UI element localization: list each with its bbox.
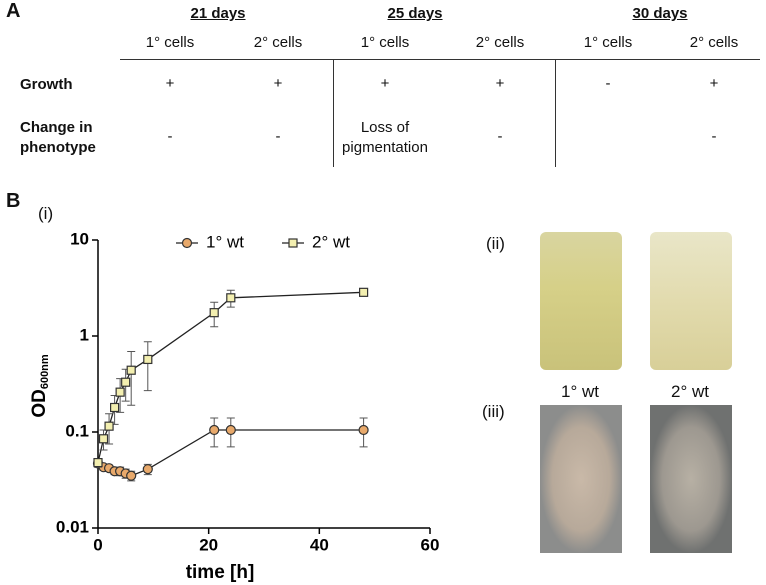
sub-panel-label: (iii) (482, 402, 505, 421)
row-label: Growth (20, 76, 73, 93)
data-point (98, 434, 109, 444)
sub-panel-label: (i) (38, 204, 54, 223)
cell: - (275, 128, 281, 145)
photo-label: 1° wt (561, 382, 599, 401)
data-point (225, 424, 236, 436)
data-point (115, 387, 125, 397)
legend-label: 2° wt (312, 232, 350, 251)
y-tick-label: 0.01 (56, 517, 89, 536)
cell: + (495, 75, 505, 92)
data-point (126, 365, 136, 375)
legend-marker (181, 237, 193, 249)
cell: Loss of pigmentation (342, 119, 428, 156)
x-tick-label: 20 (199, 535, 218, 554)
data-point (226, 293, 236, 303)
error-bar (143, 341, 152, 392)
data-point (93, 458, 103, 468)
cell: + (273, 75, 283, 92)
x-tick-label: 60 (421, 535, 440, 554)
legend-label: 1° wt (206, 232, 244, 251)
error-bar (127, 350, 136, 406)
data-point (142, 464, 153, 475)
y-axis-label: OD600nm (29, 354, 51, 418)
cell: + (380, 75, 390, 92)
column-header: 2° cells (475, 34, 525, 51)
photo-plate (540, 405, 622, 553)
y-tick-label: 10 (70, 229, 89, 248)
data-point (109, 402, 120, 413)
photo-tube (540, 232, 622, 370)
data-point (104, 421, 114, 431)
column-header: 1° cells (360, 34, 410, 51)
divider (555, 59, 556, 167)
column-header: 1° cells (583, 34, 633, 51)
cell: + (165, 75, 175, 92)
y-axis-label-sub: 600nm (39, 354, 51, 389)
data-point (359, 287, 369, 297)
cell: - (605, 75, 611, 92)
x-axis-label: time [h] (186, 562, 255, 583)
row-label: Change in phenotype (20, 119, 96, 156)
cell: - (711, 128, 717, 145)
data-point (126, 470, 137, 481)
group-header: 25 days (387, 5, 443, 22)
data-point (143, 354, 153, 365)
data-point (209, 424, 220, 436)
divider (333, 59, 334, 167)
column-header: 1° cells (145, 34, 195, 51)
divider (120, 59, 760, 60)
column-header: 2° cells (689, 34, 739, 51)
column-header: 2° cells (253, 34, 303, 51)
cell: - (497, 128, 503, 145)
data-point (121, 377, 131, 387)
data-point (358, 424, 369, 436)
panel-label: A (6, 0, 21, 22)
x-tick-label: 0 (93, 535, 102, 554)
photo-plate (650, 405, 732, 553)
data-point (209, 308, 219, 318)
y-tick-label: 0.1 (65, 421, 89, 440)
y-tick-label: 1 (80, 325, 89, 344)
cell: - (167, 128, 173, 145)
panel-label: B (6, 190, 21, 212)
y-axis-label-main: OD (29, 389, 50, 418)
photo-tube (650, 232, 732, 370)
cell: + (709, 75, 719, 92)
group-header: 30 days (632, 5, 688, 22)
group-header: 21 days (190, 5, 246, 22)
sub-panel-label: (ii) (486, 234, 505, 253)
legend-marker (288, 238, 298, 248)
photo-label: 2° wt (671, 382, 709, 401)
x-tick-label: 40 (310, 535, 329, 554)
